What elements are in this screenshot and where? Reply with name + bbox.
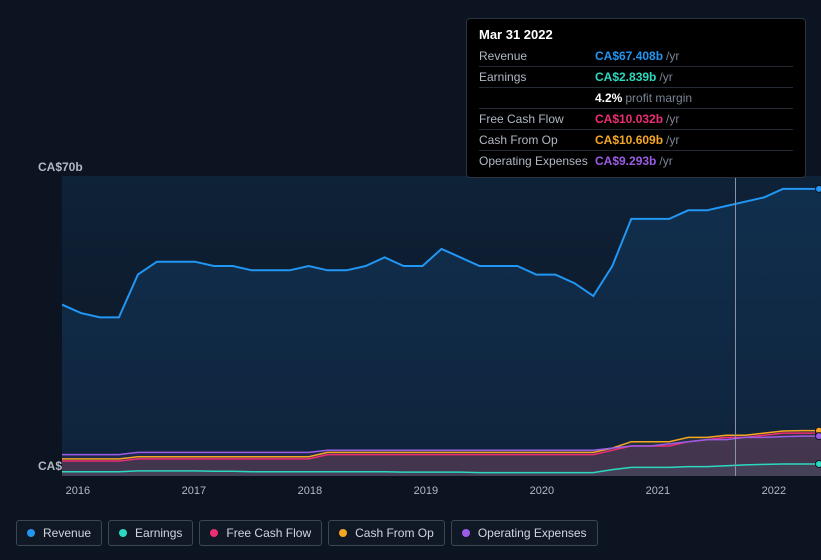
- series-end-marker-earnings: [816, 461, 821, 468]
- tooltip-row-label: Earnings: [479, 70, 595, 84]
- x-axis: 2016 2017 2018 2019 2020 2021 2022: [46, 485, 805, 501]
- tooltip-row: EarningsCA$2.839b/yr: [479, 66, 793, 87]
- tooltip-date: Mar 31 2022: [479, 27, 793, 42]
- chart-hover-vertical-line: [735, 176, 736, 476]
- x-tick: 2017: [182, 485, 206, 497]
- legend-item[interactable]: Earnings: [108, 520, 193, 546]
- tooltip-row-suffix: /yr: [659, 154, 672, 168]
- x-tick: 2020: [530, 485, 554, 497]
- legend-item[interactable]: Cash From Op: [328, 520, 445, 546]
- legend-swatch: [462, 529, 470, 537]
- tooltip-row-suffix: /yr: [666, 112, 679, 126]
- legend-label: Earnings: [135, 526, 182, 540]
- tooltip-row: RevenueCA$67.408b/yr: [479, 46, 793, 66]
- tooltip-row: Operating ExpensesCA$9.293b/yr: [479, 150, 793, 171]
- tooltip-row-suffix: /yr: [666, 49, 679, 63]
- legend-swatch: [27, 529, 35, 537]
- legend-swatch: [210, 529, 218, 537]
- tooltip-row-suffix: /yr: [659, 70, 672, 84]
- x-tick: 2018: [298, 485, 322, 497]
- tooltip-row-label: Cash From Op: [479, 133, 595, 147]
- tooltip-row-value: CA$2.839b: [595, 70, 656, 84]
- x-tick: 2016: [66, 485, 90, 497]
- legend-item[interactable]: Operating Expenses: [451, 520, 598, 546]
- x-tick: 2021: [646, 485, 670, 497]
- tooltip-row-value: CA$10.032b: [595, 112, 663, 126]
- x-tick: 2019: [414, 485, 438, 497]
- legend-label: Revenue: [43, 526, 91, 540]
- legend-label: Free Cash Flow: [226, 526, 311, 540]
- legend-item[interactable]: Revenue: [16, 520, 102, 546]
- tooltip-row-label: Free Cash Flow: [479, 112, 595, 126]
- legend-label: Cash From Op: [355, 526, 434, 540]
- legend-label: Operating Expenses: [478, 526, 587, 540]
- chart-tooltip: Mar 31 2022 RevenueCA$67.408b/yrEarnings…: [466, 18, 806, 178]
- series-end-marker-revenue: [816, 185, 821, 192]
- tooltip-row-suffix: profit margin: [625, 91, 692, 105]
- tooltip-row-value: CA$67.408b: [595, 49, 663, 63]
- tooltip-row: Cash From OpCA$10.609b/yr: [479, 129, 793, 150]
- series-end-marker-operating_expenses: [816, 433, 821, 440]
- tooltip-row-value: 4.2%: [595, 91, 622, 105]
- x-tick: 2022: [762, 485, 786, 497]
- tooltip-row: 4.2%profit margin: [479, 87, 793, 108]
- tooltip-row-label: Revenue: [479, 49, 595, 63]
- chart-plot-area[interactable]: [62, 176, 821, 476]
- legend-item[interactable]: Free Cash Flow: [199, 520, 322, 546]
- tooltip-row-suffix: /yr: [666, 133, 679, 147]
- tooltip-row-value: CA$9.293b: [595, 154, 656, 168]
- tooltip-row: Free Cash FlowCA$10.032b/yr: [479, 108, 793, 129]
- legend-swatch: [119, 529, 127, 537]
- y-axis-max-label: CA$70b: [38, 160, 83, 174]
- tooltip-row-label: Operating Expenses: [479, 154, 595, 168]
- legend-swatch: [339, 529, 347, 537]
- tooltip-row-value: CA$10.609b: [595, 133, 663, 147]
- chart-legend: Revenue Earnings Free Cash Flow Cash From O…: [16, 520, 598, 546]
